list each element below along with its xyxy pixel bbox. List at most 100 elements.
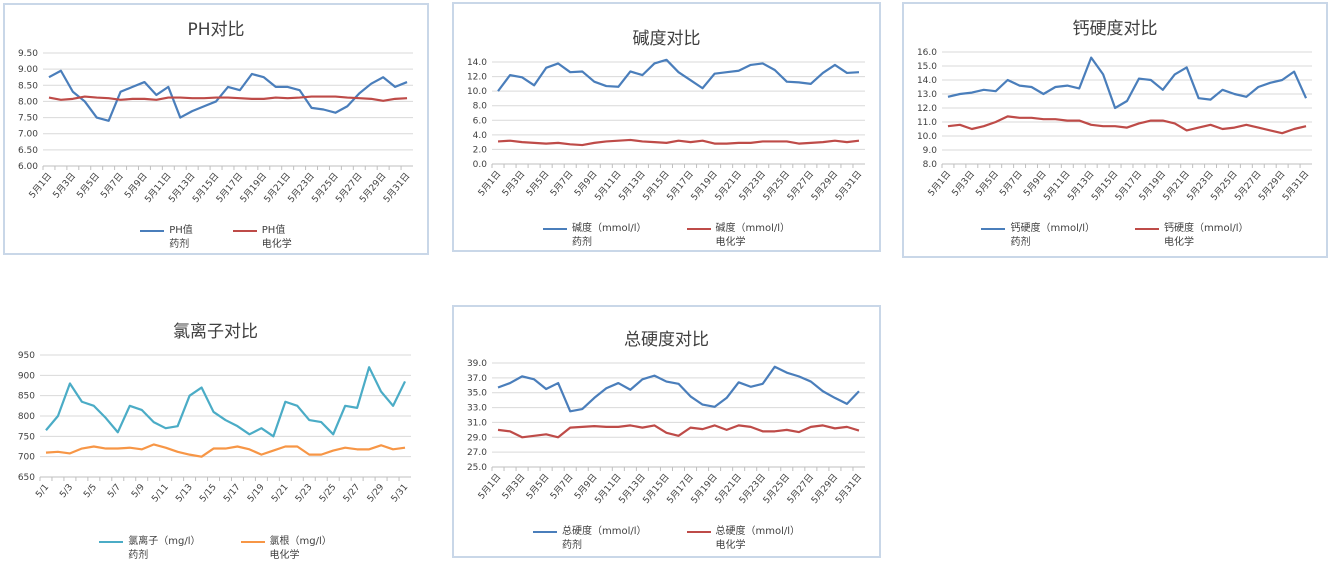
x-tick-label: 5月5日 bbox=[524, 169, 551, 199]
legend-swatch bbox=[232, 230, 257, 232]
y-tick-label: 10.0 bbox=[917, 132, 937, 142]
legend-label: 钙硬度（mmol/l） 药剂 bbox=[1010, 223, 1095, 248]
legend-label: 氯离子（mg/l） 药剂 bbox=[128, 536, 201, 561]
chart-title: PH对比 bbox=[187, 20, 245, 40]
y-tick-label: 9.00 bbox=[18, 65, 38, 75]
x-tick-label: 5月31日 bbox=[833, 169, 864, 203]
data-line bbox=[48, 69, 408, 122]
legend-item: 氯根（mg/l） 电化学 bbox=[240, 535, 332, 563]
legend-label: 氯根（mg/l） 电化学 bbox=[269, 536, 332, 561]
y-tick-label: 14.0 bbox=[917, 76, 937, 86]
y-tick-label: 8.50 bbox=[18, 81, 38, 91]
y-tick-label: 6.0 bbox=[473, 116, 488, 126]
chart-panel: 氯离子对比 650 700 750 800 850 900 950 5/1 5/3 5/5 5/7 5/… bbox=[2, 300, 429, 561]
y-tick-label: 0.0 bbox=[473, 160, 488, 170]
x-tick-label: 5月1日 bbox=[476, 472, 503, 502]
y-tick-label: 35.0 bbox=[467, 389, 487, 399]
legend-item: 总硬度（mmol/l） 药剂 bbox=[532, 525, 647, 553]
y-tick-label: 33.0 bbox=[467, 404, 487, 414]
legend-swatch bbox=[532, 531, 557, 533]
data-line bbox=[497, 365, 860, 413]
y-tick-label: 25.0 bbox=[467, 463, 487, 473]
y-tick-label: 800 bbox=[18, 412, 35, 422]
x-tick-label: 5/3 bbox=[58, 483, 75, 501]
x-tick-label: 5/27 bbox=[342, 483, 363, 505]
y-tick-label: 9.50 bbox=[18, 49, 38, 59]
x-tick-label: 5/13 bbox=[174, 483, 195, 505]
y-tick-label: 27.0 bbox=[467, 448, 487, 458]
legend-swatch bbox=[981, 228, 1006, 230]
y-tick-label: 750 bbox=[18, 432, 35, 442]
legend-swatch bbox=[686, 228, 711, 230]
chart-title: 钙硬度对比 bbox=[1072, 19, 1158, 39]
legend: 氯离子（mg/l） 药剂 氯根（mg/l） 电化学 bbox=[2, 535, 429, 563]
legend-swatch bbox=[140, 230, 165, 232]
y-tick-label: 11.0 bbox=[917, 118, 937, 128]
x-tick-label: 5/19 bbox=[246, 482, 267, 504]
legend-label: PH值 电化学 bbox=[261, 225, 292, 250]
y-tick-label: 7.00 bbox=[18, 130, 38, 140]
y-tick-label: 6.00 bbox=[18, 162, 38, 172]
x-tick-label: 5/31 bbox=[390, 483, 411, 505]
x-tick-label: 5月7日 bbox=[548, 472, 575, 502]
data-line bbox=[947, 115, 1307, 135]
legend-item: 钙硬度（mmol/l） 药剂 bbox=[981, 222, 1095, 250]
y-tick-label: 950 bbox=[18, 351, 35, 361]
x-tick-label: 5/21 bbox=[270, 483, 291, 505]
plot: 25.0 27.0 29.0 31.0 33.0 35.0 37.0 39.0 5月1日5月3日… bbox=[467, 359, 865, 506]
x-tick-label: 5月5日 bbox=[75, 171, 102, 201]
data-line bbox=[497, 424, 860, 439]
chart-panel: PH对比 6.00 6.50 7.00 7.50 8.00 8.50 9.00 9.50 5月1日… bbox=[3, 3, 429, 255]
chart-title: 总硬度对比 bbox=[624, 330, 709, 350]
chart-title: 碱度对比 bbox=[632, 29, 701, 49]
x-tick-label: 5月3日 bbox=[950, 169, 977, 199]
y-tick-label: 15.0 bbox=[917, 62, 937, 72]
legend-swatch bbox=[542, 228, 567, 230]
legend-item: 总硬度（mmol/l） 电化学 bbox=[686, 525, 801, 553]
x-tick-label: 5月1日 bbox=[926, 169, 953, 199]
legend-item: 碱度（mmol/l） 药剂 bbox=[542, 222, 647, 250]
plot: 8.09.010.011.012.013.014.015.016.05月1日5月… bbox=[917, 48, 1312, 203]
data-line bbox=[497, 58, 860, 92]
legend-swatch bbox=[1135, 228, 1159, 230]
legend: 钙硬度（mmol/l） 药剂 钙硬度（mmol/l） 电化学 bbox=[904, 222, 1326, 250]
legend-label: 总硬度（mmol/l） 药剂 bbox=[561, 526, 647, 551]
x-tick-label: 5月3日 bbox=[500, 169, 527, 199]
data-line bbox=[45, 366, 407, 438]
x-tick-label: 5/7 bbox=[106, 483, 123, 501]
y-tick-label: 14.0 bbox=[467, 58, 487, 68]
x-tick-label: 5/5 bbox=[82, 483, 99, 501]
x-tick-label: 5月3日 bbox=[500, 472, 527, 502]
x-tick-label: 5月31日 bbox=[833, 472, 864, 506]
legend-swatch bbox=[99, 541, 124, 543]
plot: 650 700 750 800 850 900 950 5/1 5/3 5/5 5/7 5/9 5/11… bbox=[18, 351, 411, 505]
y-tick-label: 700 bbox=[18, 453, 35, 463]
y-tick-label: 39.0 bbox=[467, 359, 487, 369]
y-tick-label: 8.00 bbox=[18, 97, 38, 107]
x-tick-label: 5/29 bbox=[366, 482, 387, 504]
x-tick-label: 5月7日 bbox=[99, 171, 126, 201]
data-line bbox=[48, 95, 408, 102]
y-tick-label: 31.0 bbox=[467, 418, 487, 428]
legend-label: 碱度（mmol/l） 电化学 bbox=[715, 223, 791, 248]
plot: 6.00 6.50 7.00 7.50 8.00 8.50 9.00 9.50 5月1日5月3日… bbox=[18, 49, 413, 205]
chart-title: 氯离子对比 bbox=[173, 322, 258, 342]
y-tick-label: 6.50 bbox=[18, 146, 38, 156]
legend: 总硬度（mmol/l） 药剂 总硬度（mmol/l） 电化学 bbox=[454, 525, 879, 553]
legend-item: PH值 药剂 bbox=[140, 224, 193, 252]
chart-panel: 总硬度对比 25.0 27.0 29.0 31.0 33.0 35.0 37.0 39.0 5月1… bbox=[452, 305, 881, 558]
legend-label: 钙硬度（mmol/l） 电化学 bbox=[1164, 223, 1249, 248]
x-tick-label: 5/23 bbox=[294, 483, 315, 505]
legend-label: 总硬度（mmol/l） 电化学 bbox=[715, 526, 801, 551]
legend-swatch bbox=[686, 531, 711, 533]
legend-item: 钙硬度（mmol/l） 电化学 bbox=[1135, 222, 1249, 250]
x-tick-label: 5月1日 bbox=[476, 169, 503, 199]
plot: 0.02.04.06.08.010.012.014.05月1日5月3日5月5日5… bbox=[467, 58, 865, 203]
y-tick-label: 900 bbox=[18, 371, 35, 381]
x-tick-label: 5/15 bbox=[198, 483, 219, 505]
legend: 碱度（mmol/l） 药剂 碱度（mmol/l） 电化学 bbox=[454, 222, 879, 250]
legend-label: PH值 药剂 bbox=[169, 225, 193, 250]
chart-panel: 碱度对比 0.0 2.0 4.0 6.0 8.0 10.0 12.0 14.0 5月1日 5月3日 5… bbox=[452, 2, 881, 252]
x-tick-label: 5/1 bbox=[34, 483, 51, 501]
